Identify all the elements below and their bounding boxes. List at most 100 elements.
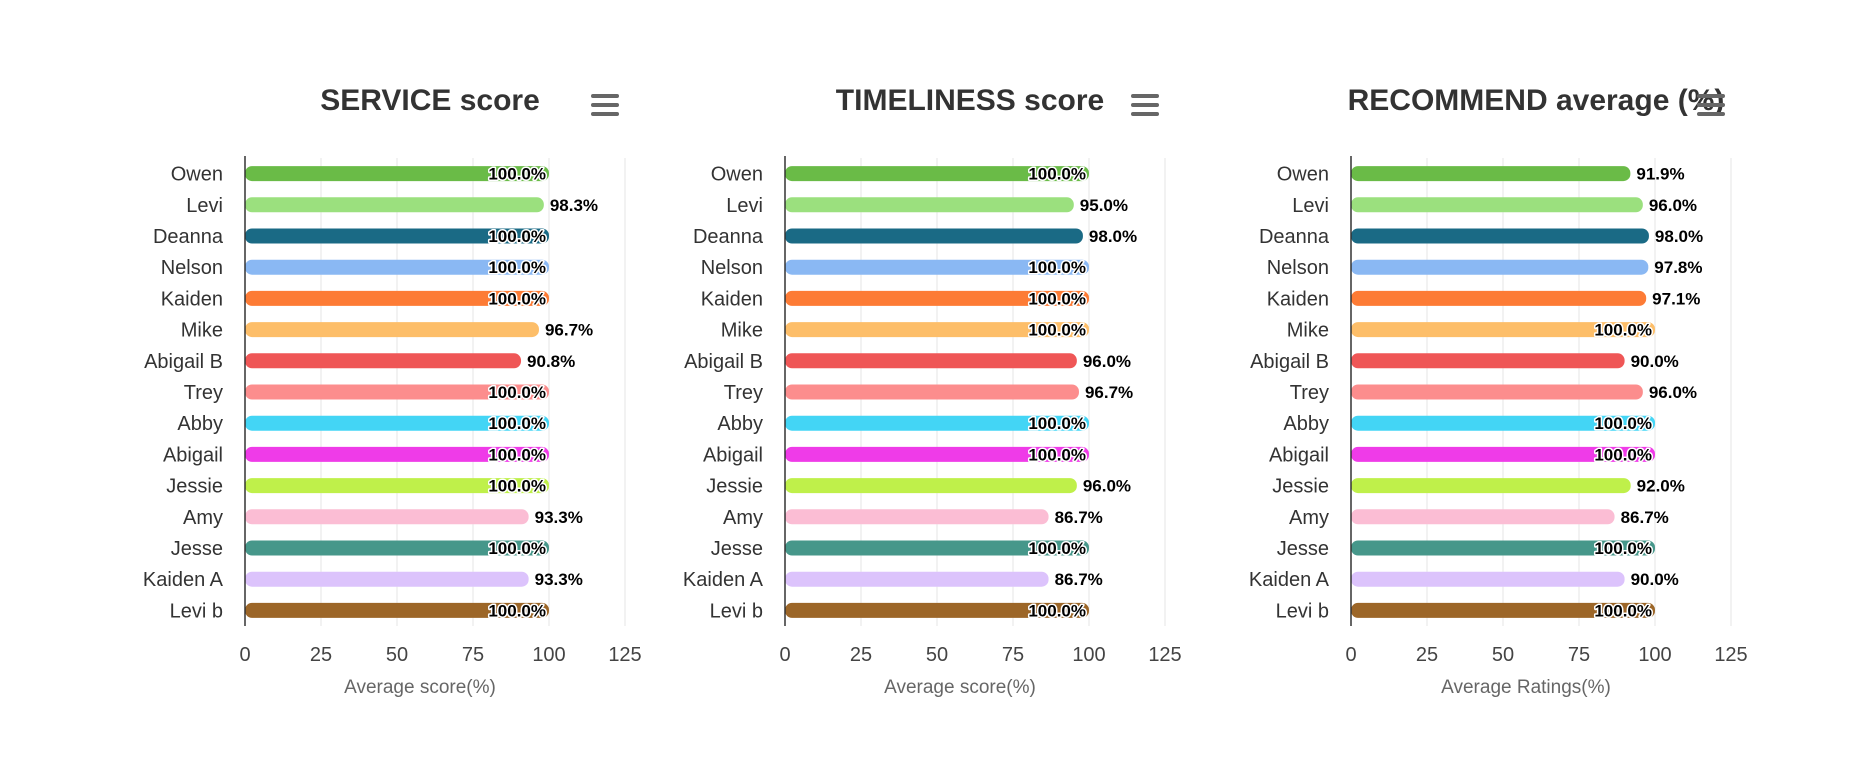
service-x-tick-label: 0 xyxy=(239,644,250,666)
service-category-label: Abigail xyxy=(163,444,223,466)
service-x-tick-label: 50 xyxy=(386,644,408,666)
recommend-bar-jessie[interactable] xyxy=(1351,478,1631,494)
recommend-category-label: Abigail B xyxy=(1250,351,1329,373)
recommend-data-label: 86.7% xyxy=(1621,508,1669,527)
hamburger-menu-icon[interactable] xyxy=(1129,90,1163,120)
service-data-label: 100.0% xyxy=(488,414,546,433)
timeliness-data-label: 100.0% xyxy=(1028,539,1086,558)
recommend-bar-nelson[interactable] xyxy=(1351,259,1649,275)
timeliness-x-tick-label: 125 xyxy=(1148,644,1181,666)
recommend-bar-kaiden-a[interactable] xyxy=(1351,571,1625,587)
timeliness-chart-title: TIMELINESS score xyxy=(836,84,1104,117)
recommend-bar-amy[interactable] xyxy=(1351,509,1615,525)
timeliness-bar-abigail-b[interactable] xyxy=(785,353,1077,369)
recommend-category-label: Trey xyxy=(1290,382,1329,404)
service-bar-levi-b[interactable] xyxy=(245,602,549,618)
recommend-x-axis-title: Average Ratings(%) xyxy=(1441,677,1611,698)
recommend-x-tick-label: 25 xyxy=(1416,644,1438,666)
service-data-label: 98.3% xyxy=(550,196,598,215)
timeliness-bar-jesse[interactable] xyxy=(785,540,1089,556)
service-bar-levi[interactable] xyxy=(245,197,544,213)
service-bar-jessie[interactable] xyxy=(245,478,549,494)
recommend-category-label: Owen xyxy=(1277,164,1329,186)
timeliness-x-axis-title: Average score(%) xyxy=(884,677,1036,698)
service-category-label: Jessie xyxy=(166,476,223,498)
recommend-category-label: Jesse xyxy=(1277,538,1329,560)
recommend-bar-trey[interactable] xyxy=(1351,384,1643,400)
service-bar-mike[interactable] xyxy=(245,322,539,338)
service-category-label: Mike xyxy=(181,320,223,342)
timeliness-data-label: 96.0% xyxy=(1083,352,1131,371)
service-bar-trey[interactable] xyxy=(245,384,549,400)
service-x-tick-label: 100 xyxy=(532,644,565,666)
service-bar-abby[interactable] xyxy=(245,415,549,431)
recommend-bar-abigail[interactable] xyxy=(1351,446,1655,462)
service-data-label: 100.0% xyxy=(488,289,546,308)
recommend-bar-levi-b[interactable] xyxy=(1351,602,1655,618)
timeliness-data-label: 95.0% xyxy=(1080,196,1128,215)
timeliness-category-label: Kaiden xyxy=(701,288,763,310)
recommend-data-label: 97.8% xyxy=(1654,258,1702,277)
service-bar-kaiden-a[interactable] xyxy=(245,571,529,587)
service-score-chart-svg: SERVICE score 0 25 50 75 100 125 Average score(… xyxy=(143,84,642,698)
timeliness-bar-levi[interactable] xyxy=(785,197,1074,213)
timeliness-bar-kaiden[interactable] xyxy=(785,290,1089,306)
service-bar-abigail[interactable] xyxy=(245,446,549,462)
service-x-tick-label: 25 xyxy=(310,644,332,666)
timeliness-data-label: 100.0% xyxy=(1028,445,1086,464)
service-data-label: 100.0% xyxy=(488,539,546,558)
recommend-bar-owen[interactable] xyxy=(1351,166,1631,182)
recommend-bar-abigail-b[interactable] xyxy=(1351,353,1625,369)
timeliness-data-label: 86.7% xyxy=(1055,508,1103,527)
service-bar-amy[interactable] xyxy=(245,509,529,525)
timeliness-bar-deanna[interactable] xyxy=(785,228,1083,244)
recommend-bar-mike[interactable] xyxy=(1351,322,1655,338)
service-category-label: Jesse xyxy=(171,538,223,560)
timeliness-bar-amy[interactable] xyxy=(785,509,1049,525)
recommend-category-label: Nelson xyxy=(1267,257,1329,279)
recommend-bar-kaiden[interactable] xyxy=(1351,290,1647,306)
service-bar-kaiden[interactable] xyxy=(245,290,549,306)
service-data-label: 96.7% xyxy=(545,321,593,340)
service-bar-abigail-b[interactable] xyxy=(245,353,522,369)
service-data-label: 100.0% xyxy=(488,445,546,464)
service-bar-jesse[interactable] xyxy=(245,540,549,556)
hamburger-menu-icon[interactable] xyxy=(589,90,623,120)
hamburger-menu-icon[interactable] xyxy=(1695,90,1729,120)
service-x-axis-title: Average score(%) xyxy=(344,677,496,698)
timeliness-bar-abigail[interactable] xyxy=(785,446,1089,462)
recommend-bar-deanna[interactable] xyxy=(1351,228,1649,244)
timeliness-score-chart: TIMELINESS score 0 25 50 75 100 125 Average sco… xyxy=(640,0,1200,779)
service-category-label: Levi b xyxy=(170,600,223,622)
service-category-label: Nelson xyxy=(161,257,223,279)
service-bar-owen[interactable] xyxy=(245,166,549,182)
recommend-bar-levi[interactable] xyxy=(1351,197,1643,213)
recommend-data-label: 90.0% xyxy=(1631,352,1679,371)
timeliness-x-tick-label: 50 xyxy=(926,644,948,666)
recommend-bar-abby[interactable] xyxy=(1351,415,1655,431)
timeliness-category-label: Levi b xyxy=(710,600,763,622)
recommend-category-label: Mike xyxy=(1287,320,1329,342)
recommend-category-label: Abby xyxy=(1283,413,1329,435)
timeliness-bar-mike[interactable] xyxy=(785,322,1089,338)
recommend-bar-jesse[interactable] xyxy=(1351,540,1655,556)
timeliness-category-label: Nelson xyxy=(701,257,763,279)
timeliness-bar-abby[interactable] xyxy=(785,415,1089,431)
timeliness-bar-nelson[interactable] xyxy=(785,259,1089,275)
timeliness-x-tick-label: 25 xyxy=(850,644,872,666)
recommend-average-chart: RECOMMEND average (%) 0 25 50 75 100 125 Averag… xyxy=(1206,0,1766,779)
timeliness-bar-kaiden-a[interactable] xyxy=(785,571,1049,587)
service-score-chart: SERVICE score 0 25 50 75 100 125 Average score(… xyxy=(100,0,660,779)
timeliness-data-label: 96.0% xyxy=(1083,477,1131,496)
timeliness-bar-levi-b[interactable] xyxy=(785,602,1089,618)
service-category-label: Abby xyxy=(177,413,223,435)
timeliness-category-label: Mike xyxy=(721,320,763,342)
service-category-label: Amy xyxy=(183,507,223,529)
timeliness-bar-trey[interactable] xyxy=(785,384,1079,400)
service-bar-nelson[interactable] xyxy=(245,259,549,275)
service-x-tick-label: 125 xyxy=(608,644,641,666)
timeliness-bar-jessie[interactable] xyxy=(785,478,1077,494)
timeliness-bar-owen[interactable] xyxy=(785,166,1089,182)
recommend-chart-title: RECOMMEND average (%) xyxy=(1348,84,1725,117)
service-bar-deanna[interactable] xyxy=(245,228,549,244)
